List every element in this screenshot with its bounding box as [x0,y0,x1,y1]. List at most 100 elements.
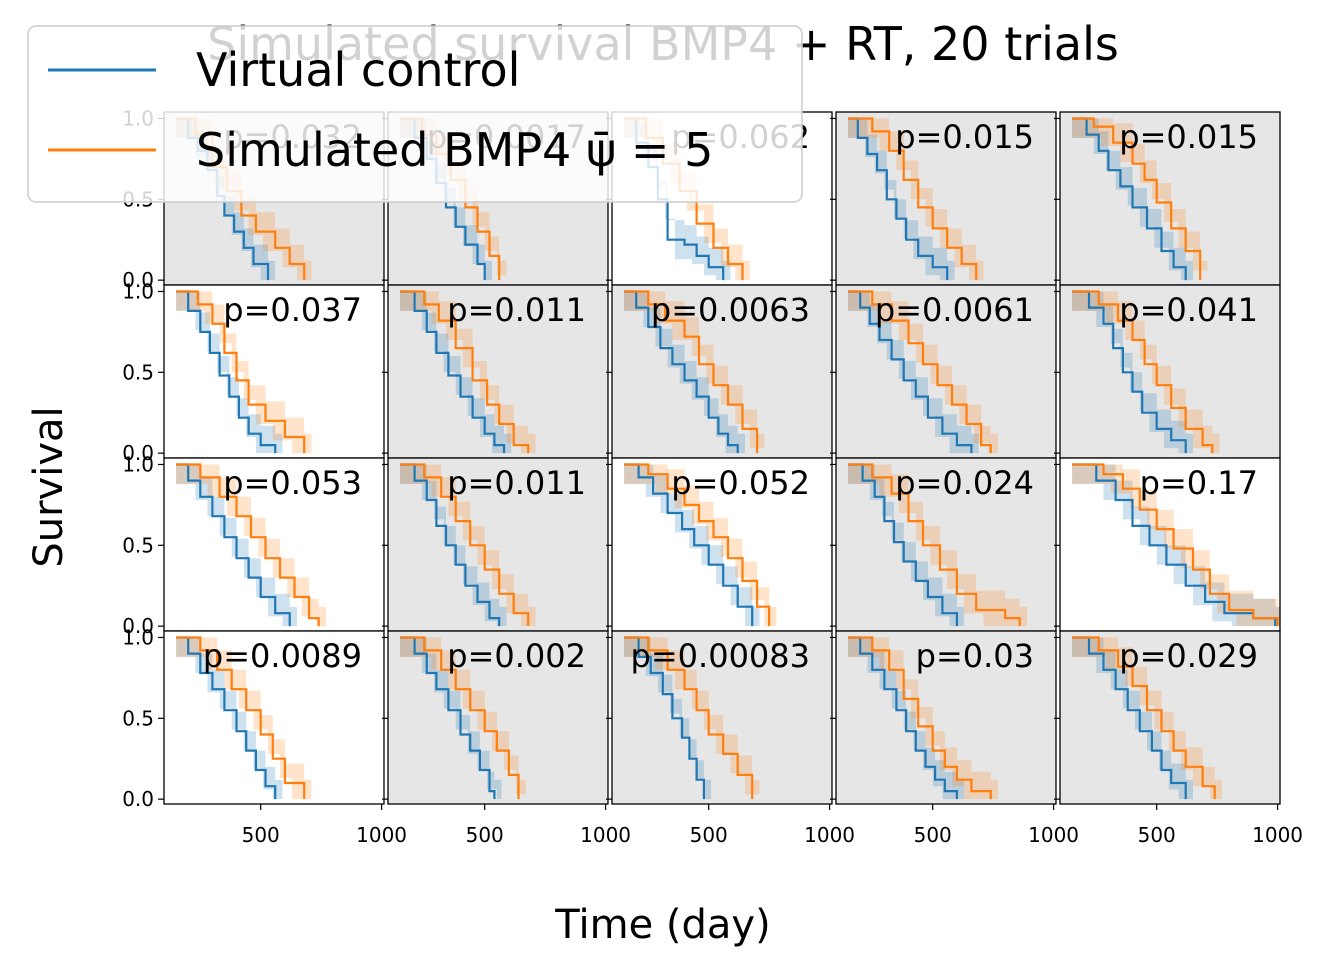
treated-survival-line [848,290,992,454]
control-ci-band [848,291,979,454]
p-value-label: p=0.029 [1119,637,1258,675]
x-tick-label: 1000 [1252,823,1303,847]
y-tick-label: 0.0 [122,614,154,638]
x-axis-label: Time (day) [554,902,770,948]
control-survival-line [176,636,277,800]
panel-7: p=0.011 [382,284,609,464]
panel-4: p=0.015 [830,111,1057,291]
control-survival-line [400,463,501,627]
panel-15: p=0.17 [1054,457,1281,637]
p-value-label: p=0.00083 [631,637,810,675]
x-tick-label: 1000 [356,823,407,847]
control-survival-line [1072,117,1187,281]
x-tick-label: 1000 [804,823,855,847]
panel-background [1060,458,1280,631]
treated-ci-band [176,464,326,627]
control-ci-band [848,118,955,281]
p-value-label: p=0.011 [447,464,586,502]
treated-ci-band [176,291,312,454]
treated-ci-band [624,464,777,627]
panel-background [388,631,608,804]
panel-9: p=0.0061 [830,284,1057,464]
panel-background [836,458,1056,631]
legend-box [27,25,803,203]
p-value-label: p=0.011 [447,291,586,329]
treated-survival-line [848,463,1021,627]
legend-label-2: Simulated BMP4 ψ̄ = 5 [196,123,713,177]
treated-survival-line [400,636,520,800]
p-value-label: p=0.0061 [875,291,1034,329]
treated-ci-band [400,464,536,627]
p-value-label: p=0.0089 [203,637,362,675]
panel-5: p=0.015 [1054,111,1281,291]
treated-survival-line [624,636,754,800]
p-value-label: p=0.037 [223,291,362,329]
panel-background [836,112,1056,285]
p-value-label: p=0.053 [223,464,362,502]
panel-background [612,458,832,631]
x-tick-label: 500 [1138,823,1176,847]
treated-survival-line [1072,463,1279,627]
control-ci-band [400,291,512,454]
y-tick-label: 1.0 [122,279,154,303]
y-tick-label: 1.0 [122,452,154,476]
x-tick-label: 1000 [1028,823,1079,847]
panel-background [836,285,1056,458]
panel-frame [387,630,609,805]
treated-ci-band [1072,637,1222,800]
treated-ci-band [848,118,984,281]
control-survival-line [624,463,754,627]
control-ci-band [624,637,712,800]
p-value-label: p=0.17 [1140,464,1258,502]
panel-background [1060,631,1280,804]
y-tick-label: 0.0 [122,441,154,465]
panel-17: 500 1000 p=0.002 [382,630,631,847]
y-tick-label: 0.5 [122,533,154,557]
control-survival-line [848,290,973,454]
treated-survival-line [176,290,306,454]
panel-frame [1059,630,1281,805]
panel-6: 0.0 0.5 1.0 p=0.037 [122,279,385,465]
control-survival-line [1072,463,1277,627]
x-tick-label: 1000 [580,823,631,847]
treated-survival-line [1072,636,1216,800]
panel-frame [835,630,1057,805]
treated-survival-line [1072,290,1214,454]
panel-background [388,458,608,631]
p-value-label: p=0.041 [1119,291,1258,329]
treated-ci-band [1072,464,1280,627]
panel-background [612,631,832,804]
panel-grid: 0.00.51.0p=0.032p=0.0017p=0.062p=0.015p=… [122,106,1303,847]
treated-survival-line [848,636,992,800]
treated-survival-line [400,463,530,627]
control-survival-line [176,463,291,627]
control-ci-band [624,464,760,627]
panel-13: p=0.052 [606,457,833,637]
x-tick-label: 500 [690,823,728,847]
treated-survival-line [848,117,978,281]
y-tick-label: 0.5 [122,706,154,730]
control-survival-line [848,117,949,281]
y-tick-label: 0.5 [122,360,154,384]
y-tick-label: 1.0 [122,625,154,649]
control-ci-band [176,291,283,454]
p-value-label: p=0.015 [895,118,1034,156]
treated-survival-line [400,290,530,454]
treated-survival-line [176,463,320,627]
control-ci-band [848,464,965,627]
control-survival-line [848,636,958,800]
treated-ci-band [1072,291,1220,454]
treated-ci-band [848,291,998,454]
panel-20: 500 1000 p=0.029 [1054,630,1303,847]
panel-8: p=0.0063 [606,284,833,464]
treated-survival-line [176,636,306,800]
x-tick-label: 500 [466,823,504,847]
p-value-label: p=0.03 [916,637,1034,675]
control-survival-line [1072,636,1187,800]
control-ci-band [400,637,502,800]
y-tick-label: 0.0 [122,268,154,292]
treated-survival-line [624,463,771,627]
panel-background [388,285,608,458]
treated-ci-band [848,637,998,800]
